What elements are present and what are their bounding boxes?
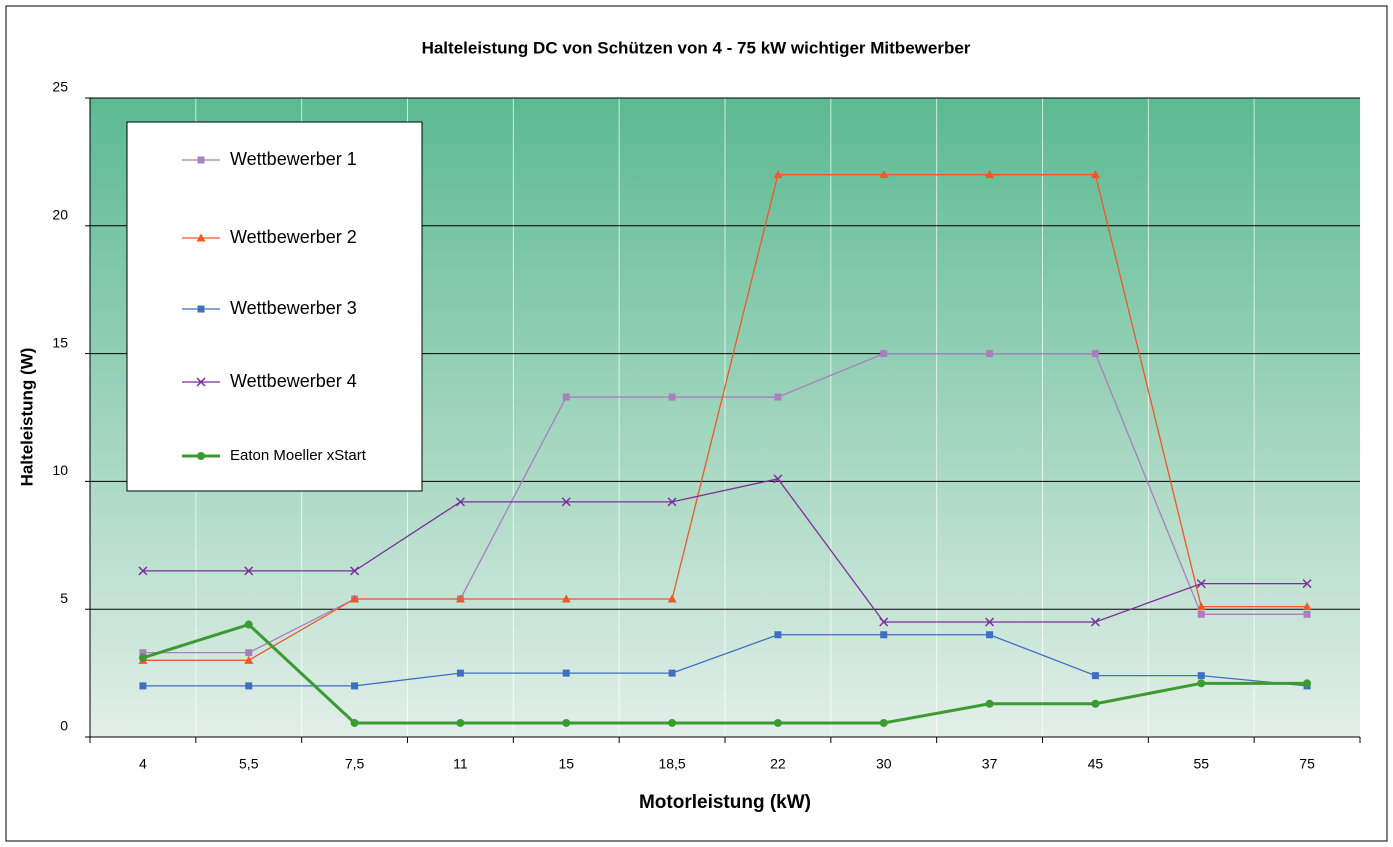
legend-label: Wettbewerber 3 — [230, 298, 357, 318]
data-point — [1092, 350, 1099, 357]
legend-marker — [197, 452, 205, 460]
data-point — [351, 682, 358, 689]
data-point — [563, 670, 570, 677]
legend-marker — [198, 157, 205, 164]
data-point — [457, 670, 464, 677]
x-tick-label: 7,5 — [345, 756, 365, 772]
chart-title: Halteleistung DC von Schützen von 4 - 75… — [422, 38, 971, 57]
x-tick-label: 18,5 — [658, 756, 685, 772]
data-point — [669, 394, 676, 401]
y-tick-label: 20 — [52, 207, 68, 223]
x-tick-label: 55 — [1193, 756, 1209, 772]
x-tick-label: 30 — [876, 756, 892, 772]
legend-label: Wettbewerber 1 — [230, 149, 357, 169]
data-point — [1304, 611, 1311, 618]
data-point — [1198, 611, 1205, 618]
data-point — [1091, 700, 1099, 708]
x-tick-label: 75 — [1299, 756, 1315, 772]
data-point — [880, 631, 887, 638]
data-point — [880, 350, 887, 357]
data-point — [139, 654, 147, 662]
data-point — [245, 649, 252, 656]
data-point — [245, 621, 253, 629]
y-tick-label: 5 — [60, 590, 68, 606]
data-point — [456, 719, 464, 727]
y-tick-label: 0 — [60, 718, 68, 734]
data-point — [986, 700, 994, 708]
chart: Halteleistung DC von Schützen von 4 - 75… — [0, 0, 1393, 847]
data-point — [669, 670, 676, 677]
data-point — [986, 350, 993, 357]
data-point — [1197, 679, 1205, 687]
x-tick-label: 45 — [1088, 756, 1104, 772]
data-point — [245, 682, 252, 689]
data-point — [880, 719, 888, 727]
x-tick-label: 4 — [139, 756, 147, 772]
legend-label: Eaton Moeller xStart — [230, 447, 367, 464]
legend-label: Wettbewerber 2 — [230, 227, 357, 247]
x-tick-label: 5,5 — [239, 756, 259, 772]
data-point — [774, 394, 781, 401]
x-tick-label: 22 — [770, 756, 786, 772]
data-point — [351, 719, 359, 727]
data-point — [1303, 679, 1311, 687]
y-tick-label: 15 — [52, 334, 68, 350]
x-tick-label: 15 — [558, 756, 574, 772]
x-axis-label: Motorleistung (kW) — [639, 792, 811, 813]
data-point — [774, 631, 781, 638]
x-tick-label: 37 — [982, 756, 998, 772]
x-tick-label: 11 — [453, 756, 468, 772]
y-tick-label: 25 — [52, 79, 68, 95]
data-point — [563, 394, 570, 401]
legend-marker — [198, 306, 205, 313]
data-point — [1198, 672, 1205, 679]
data-point — [1092, 672, 1099, 679]
legend-label: Wettbewerber 4 — [230, 371, 357, 391]
y-axis-label: Halteleistung (W) — [17, 348, 36, 487]
data-point — [668, 719, 676, 727]
data-point — [562, 719, 570, 727]
data-point — [139, 682, 146, 689]
data-point — [774, 719, 782, 727]
y-tick-label: 10 — [52, 462, 68, 478]
data-point — [986, 631, 993, 638]
